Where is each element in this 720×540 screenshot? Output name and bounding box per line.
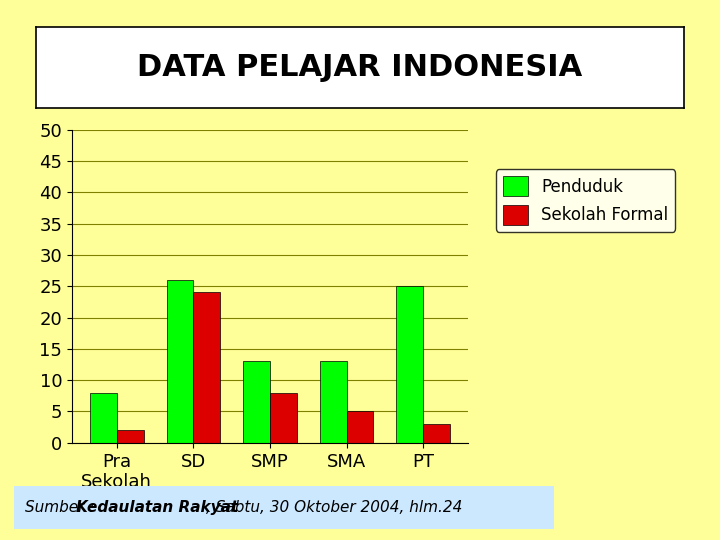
Legend: Penduduk, Sekolah Formal: Penduduk, Sekolah Formal	[496, 169, 675, 232]
Bar	[243, 361, 270, 443]
Bar	[194, 293, 220, 443]
Bar	[270, 393, 297, 443]
Bar	[117, 430, 143, 443]
Bar	[346, 411, 374, 443]
Text: , Sabtu, 30 Oktober 2004, hlm.24: , Sabtu, 30 Oktober 2004, hlm.24	[206, 500, 462, 515]
Bar	[320, 361, 346, 443]
Bar	[397, 286, 423, 443]
Bar	[423, 424, 450, 443]
Text: Kedaulatan Rakyat: Kedaulatan Rakyat	[76, 500, 238, 515]
Text: DATA PELAJAR INDONESIA: DATA PELAJAR INDONESIA	[138, 53, 582, 82]
Bar	[90, 393, 117, 443]
Text: Sumber :: Sumber :	[25, 500, 99, 515]
Bar	[166, 280, 194, 443]
